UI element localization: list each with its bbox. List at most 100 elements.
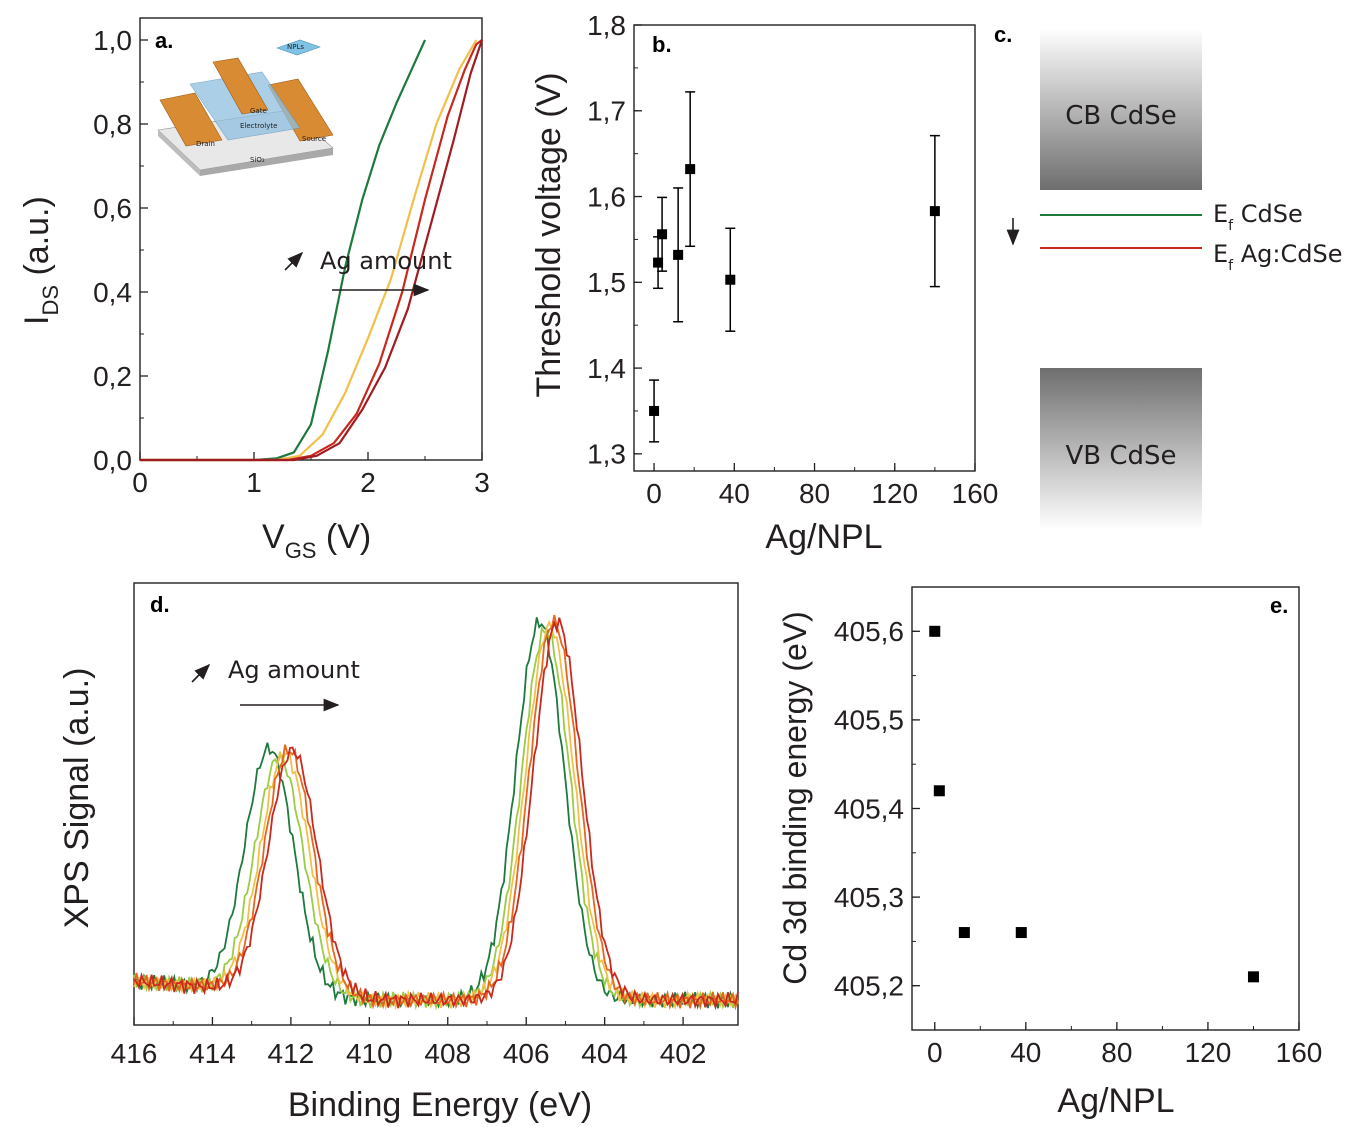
y-tick-label: 0,4: [93, 277, 132, 308]
xps-spectrum-lightgreen: [133, 625, 739, 1011]
data-point: [653, 257, 664, 268]
fermi-cdse-label: Ef CdSe: [1213, 200, 1303, 234]
panel-b-label: b.: [652, 32, 672, 57]
x-tick-label: 80: [1101, 1037, 1132, 1068]
substrate-front: [158, 130, 200, 176]
panel-c-label: c.: [994, 22, 1012, 47]
iv-curve-green: [140, 39, 427, 462]
panel-e-ylabel: Cd 3d binding energy (eV): [777, 611, 813, 985]
data-point: [929, 625, 941, 637]
substrate-label: SiO₂: [250, 156, 265, 164]
x-tick-label: 1: [246, 467, 262, 498]
x-tick-label: 414: [189, 1038, 236, 1069]
panel-a: 0 1 2 3 0,0 0,2 0,4 0,6 0,8 1,0 a. NPLs Gate Elec…: [18, 17, 490, 563]
y-tick-label: 405,5: [834, 705, 904, 736]
data-point: [657, 229, 668, 240]
panel-d-ylabel: XPS Signal (a.u.): [58, 668, 96, 929]
x-tick-label: 160: [952, 478, 999, 509]
panel-b-xlabel: Ag/NPL: [765, 518, 882, 556]
panel-b-points: [649, 91, 940, 443]
panel-a-xlabel: VGS (V): [262, 518, 371, 563]
data-point: [933, 785, 945, 797]
panel-d-xlabel: Binding Energy (eV): [288, 1086, 592, 1124]
xps-spectrum-yellow: [133, 619, 739, 1011]
x-tick-label: 404: [581, 1038, 628, 1069]
npl-flake: [276, 39, 321, 56]
iv-curve-darkred: [140, 39, 484, 462]
panel-d: 416 414 412 410 408 406 404 402 d. Ag amount Bi…: [58, 582, 739, 1124]
y-tick-label: 0,0: [93, 445, 132, 476]
panel-a-ylabel: IDS (a.u.): [18, 196, 63, 325]
panel-b-frame: [633, 24, 976, 472]
y-tick-label: 1,3: [587, 439, 626, 470]
vb-label: VB CdSe: [1065, 441, 1176, 471]
panel-d-ticks: 416 414 412 410 408 406 404 402: [111, 1017, 707, 1069]
data-point: [1247, 971, 1259, 983]
cb-label: CB CdSe: [1065, 101, 1176, 131]
y-tick-label: 0,6: [93, 193, 132, 224]
x-tick-label: 40: [719, 478, 750, 509]
y-tick-label: 1,4: [587, 353, 626, 384]
iv-curve-yellow: [140, 39, 478, 462]
x-tick-label: 410: [346, 1038, 393, 1069]
valence-band: [1040, 368, 1202, 530]
panel-a-annotation: Ag amount: [320, 247, 452, 275]
y-tick-label: 405,4: [834, 793, 904, 824]
panel-a-series: [140, 39, 484, 462]
x-tick-label: 408: [424, 1038, 471, 1069]
x-tick-label: 406: [503, 1038, 550, 1069]
panel-b-ticks: 0 40 80 120 160 1,3 1,4 1,5 1,6 1,7 1,8: [587, 10, 998, 509]
panel-e-frame: [911, 586, 1300, 1031]
x-tick-label: 0: [646, 478, 662, 509]
data-point: [685, 164, 696, 175]
source-label: Source: [302, 135, 326, 143]
x-tick-label: 2: [360, 467, 376, 498]
arrow-up-right-icon: [284, 251, 304, 271]
y-tick-label: 405,3: [834, 882, 904, 913]
x-tick-label: 120: [871, 478, 918, 509]
xps-spectrum-green: [133, 617, 739, 1010]
electrolyte-label: Electrolyte: [240, 122, 277, 130]
x-tick-label: 120: [1185, 1037, 1232, 1068]
x-tick-label: 80: [799, 478, 830, 509]
panel-a-ticks: 0 1 2 3 0,0 0,2 0,4 0,6 0,8 1,0: [93, 25, 490, 498]
fermi-ag-cdse-label: Ef Ag:CdSe: [1213, 240, 1342, 274]
panel-e-label: e.: [1270, 593, 1288, 618]
xps-spectrum-red: [133, 617, 739, 1011]
data-point: [673, 249, 684, 260]
gate-electrode: [212, 57, 269, 115]
data-point: [649, 405, 660, 416]
panel-d-annotation: Ag amount: [228, 656, 360, 684]
x-tick-label: 3: [474, 467, 490, 498]
panel-b-ylabel: Threshold voltage (V): [530, 72, 568, 397]
y-tick-label: 1,7: [587, 96, 626, 127]
x-tick-label: 40: [1010, 1037, 1041, 1068]
conduction-band: [1040, 28, 1202, 190]
x-tick-label: 416: [111, 1038, 158, 1069]
panel-e-ticks: 0 40 80 120 160 405,2 405,3 405,4 405,5 405,6: [834, 586, 1323, 1068]
data-point: [958, 927, 970, 939]
gate-label: Gate: [250, 107, 267, 115]
panel-e-xlabel: Ag/NPL: [1057, 1082, 1174, 1120]
y-tick-label: 1,0: [93, 25, 132, 56]
drain-electrode: [159, 92, 223, 147]
y-tick-label: 1,8: [587, 10, 626, 41]
panel-c: c. CB CdSe VB CdSe Ef CdSe Ef Ag:CdSe: [994, 22, 1342, 530]
x-tick-label: 160: [1276, 1037, 1323, 1068]
panel-d-label: d.: [150, 592, 170, 617]
arrow-up-right-icon: [191, 663, 211, 683]
y-tick-label: 0,2: [93, 361, 132, 392]
x-tick-label: 0: [927, 1037, 943, 1068]
y-tick-label: 1,5: [587, 267, 626, 298]
panel-a-label: a.: [155, 28, 173, 53]
x-tick-label: 402: [660, 1038, 707, 1069]
panel-d-series: [133, 614, 739, 1011]
x-tick-label: 0: [132, 467, 148, 498]
panel-e-points: [929, 625, 1259, 983]
data-point: [725, 274, 736, 285]
substrate-side: [200, 148, 333, 176]
npls-label: NPLs: [287, 43, 304, 51]
